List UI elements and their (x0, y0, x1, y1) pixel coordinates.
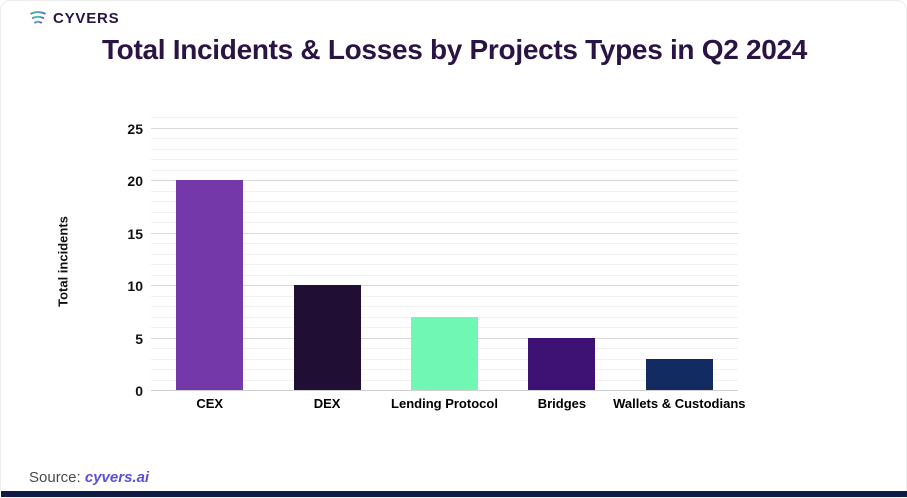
gridline-minor-11 (151, 274, 738, 276)
gridline-minor-26 (151, 117, 738, 118)
source-link[interactable]: cyvers.ai (84, 469, 150, 486)
x-label-cex: CEX (196, 396, 224, 411)
gridline-minor-21 (151, 169, 738, 171)
gridline-major-10 (151, 285, 738, 286)
cyvers-swirl-icon (30, 11, 46, 24)
source-label: Source: (29, 469, 81, 486)
gridline-minor-14 (151, 243, 738, 244)
x-label-dex: DEX (313, 396, 341, 411)
gridline-minor-8 (151, 306, 738, 307)
gridline-minor-16 (151, 222, 738, 223)
brand-name: CYVERS (53, 9, 120, 27)
gridline-major-20 (151, 180, 738, 181)
y-tick-25: 25 (127, 120, 143, 137)
y-tick-5: 5 (135, 330, 143, 347)
gridline-minor-12 (151, 264, 738, 265)
y-tick-15: 15 (127, 225, 143, 242)
gridline-minor-9 (151, 295, 738, 297)
y-tick-20: 20 (127, 173, 143, 189)
gridline-minor-23 (151, 148, 738, 150)
gridline-major-15 (151, 232, 738, 234)
chart-title: Total Incidents & Losses by Projects Typ… (101, 34, 808, 65)
bar-cex (176, 180, 244, 390)
y-axis-title: Total incidents (55, 216, 71, 307)
gridline-minor-22 (151, 159, 738, 160)
bar-bridges (528, 337, 596, 390)
bottom-accent-bar (1, 491, 907, 497)
bar-wallets-custodians (645, 358, 713, 390)
x-label-bridges: Bridges (537, 396, 587, 411)
x-label-wallets-custodians: Wallets & Custodians (613, 396, 746, 411)
gridline-minor-17 (151, 211, 738, 213)
y-tick-10: 10 (127, 278, 143, 294)
cyvers-logo: CYVERS (29, 9, 120, 27)
source-line: Source: cyvers.ai (29, 469, 149, 486)
gridline-minor-19 (151, 190, 738, 192)
bar-dex (293, 285, 361, 390)
y-tick-0: 0 (135, 383, 143, 399)
gridline-major-25 (151, 127, 738, 129)
gridline-minor-24 (151, 138, 738, 139)
plot-area: CEX DEX Lending Protocol Bridges Wallets & C… (151, 117, 746, 411)
bar-lending-protocol (411, 316, 478, 390)
x-label-lending-protocol: Lending Protocol (391, 396, 498, 411)
gridline-minor-18 (151, 201, 738, 202)
x-axis-line (151, 390, 738, 391)
gridline-minor-13 (151, 253, 738, 255)
